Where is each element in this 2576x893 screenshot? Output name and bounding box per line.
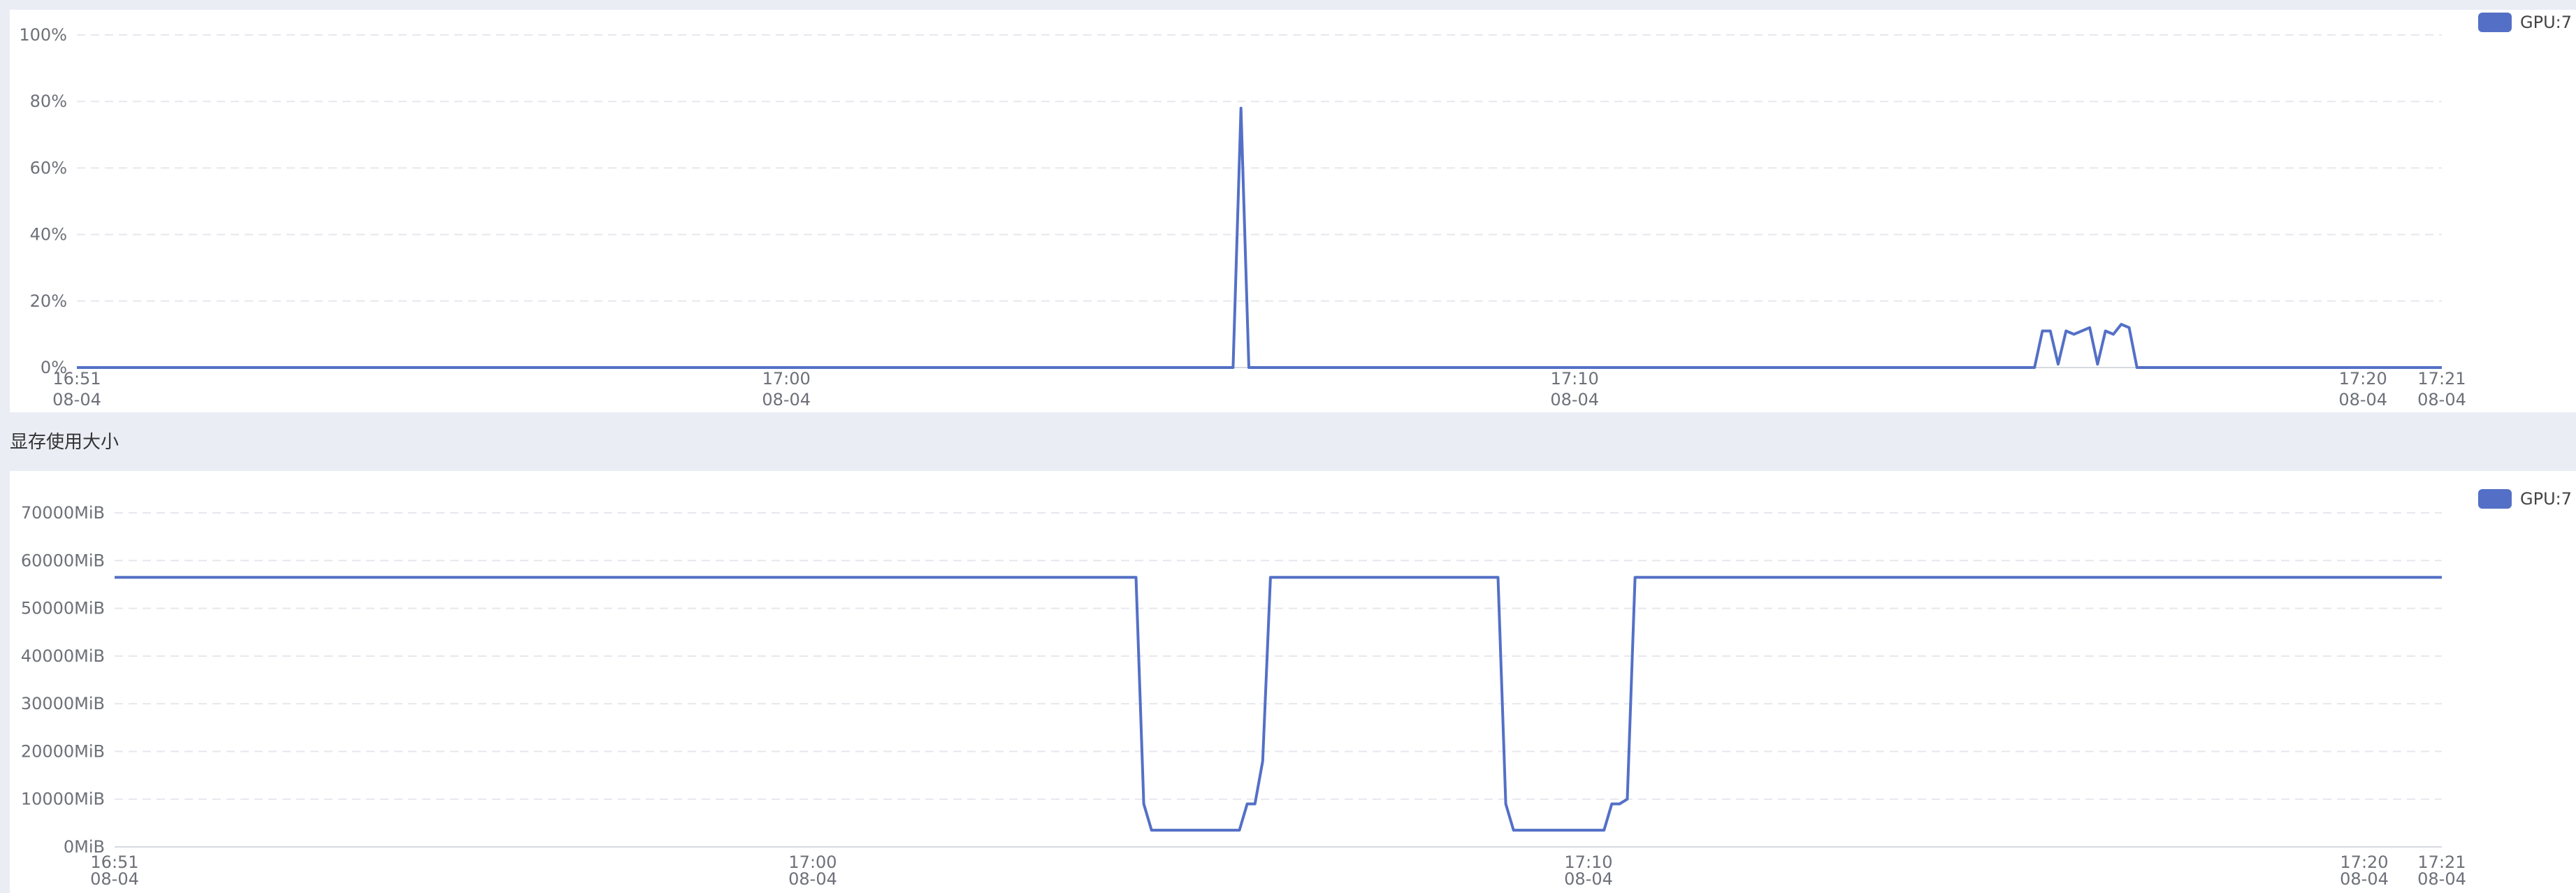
legend-swatch <box>2478 13 2512 32</box>
memory-usage-chart: 0MiB 10000MiB 20000MiB 30000MiB 40000MiB 5000… <box>21 503 2466 889</box>
y-tick-label: 30000MiB <box>21 694 105 713</box>
y-tick-label: 60% <box>30 158 67 177</box>
memory-usage-panel: 0MiB 10000MiB 20000MiB 30000MiB 40000MiB 5000… <box>10 471 2576 893</box>
x-tick-label: 16:51 <box>90 852 138 872</box>
x-tick-date-label: 08-04 <box>2417 390 2466 409</box>
y-tick-label: 0% <box>41 358 67 377</box>
y-tick-label: 20000MiB <box>21 741 105 761</box>
series-line[interactable] <box>77 106 2442 369</box>
y-tick-label: 40% <box>30 225 67 245</box>
y-tick-label: 100% <box>19 25 67 45</box>
y-tick-label: 80% <box>30 92 67 111</box>
x-tick-date-label: 08-04 <box>2338 390 2387 409</box>
legend-label: GPU:7 <box>2520 489 2572 509</box>
x-tick-date-label: 08-04 <box>1564 869 1613 889</box>
x-tick-date-label: 08-04 <box>2417 869 2466 889</box>
y-tick-label: 20% <box>30 291 67 311</box>
gpu-utilization-chart: 0%20%40%60%80%100%16:5108-0417:0008-0417… <box>19 25 2466 409</box>
x-tick-date-label: 08-04 <box>762 390 811 409</box>
x-tick-label: 17:10 <box>1564 852 1612 872</box>
x-tick-label: 17:20 <box>2340 852 2388 872</box>
gpu-utilization-panel: 0% 20% 40% 60% 80% 100% 16:51 08-04 17:00 08-04 17… <box>10 10 2576 412</box>
legend-label: GPU:7 <box>2520 13 2572 32</box>
x-tick-date-label: 08-04 <box>1550 390 1599 409</box>
x-tick-label: 17:00 <box>762 369 811 389</box>
x-tick-label: 17:21 <box>2417 369 2466 389</box>
y-tick-label: 60000MiB <box>21 551 105 570</box>
y-tick-label: 70000MiB <box>21 503 105 523</box>
x-tick-label: 17:20 <box>2339 369 2387 389</box>
chart-legend[interactable]: GPU:7 <box>2478 489 2572 509</box>
x-tick-date-label: 08-04 <box>52 390 101 409</box>
series-line[interactable] <box>115 576 2442 832</box>
y-tick-label: 40000MiB <box>21 646 105 666</box>
y-tick-label: 50000MiB <box>21 599 105 618</box>
x-tick-date-label: 08-04 <box>90 869 139 889</box>
x-tick-date-label: 08-04 <box>788 869 837 889</box>
x-tick-date-label: 08-04 <box>2340 869 2389 889</box>
legend-swatch <box>2478 489 2512 509</box>
chart-legend[interactable]: GPU:7 <box>2478 13 2572 32</box>
memory-usage-section-title: 显存使用大小 <box>10 432 120 453</box>
y-tick-label: 0MiB <box>64 837 105 857</box>
x-tick-label: 17:21 <box>2417 852 2466 872</box>
x-tick-label: 16:51 <box>52 369 101 389</box>
x-tick-label: 17:00 <box>788 852 837 872</box>
x-tick-label: 17:10 <box>1551 369 1599 389</box>
y-tick-label: 10000MiB <box>21 790 105 809</box>
